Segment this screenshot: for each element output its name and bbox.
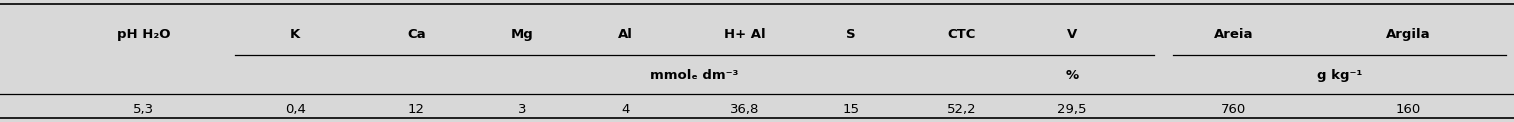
Text: pH H₂O: pH H₂O [117, 28, 171, 41]
Text: 5,3: 5,3 [133, 103, 154, 116]
Text: 760: 760 [1222, 103, 1246, 116]
Text: H+ Al: H+ Al [724, 28, 766, 41]
Text: V: V [1067, 28, 1076, 41]
Text: 160: 160 [1396, 103, 1420, 116]
Text: S: S [846, 28, 855, 41]
Text: Ca: Ca [407, 28, 425, 41]
Text: g kg⁻¹: g kg⁻¹ [1317, 69, 1363, 82]
Text: Al: Al [618, 28, 633, 41]
Text: 12: 12 [407, 103, 425, 116]
Text: 0,4: 0,4 [285, 103, 306, 116]
Text: 3: 3 [518, 103, 527, 116]
Text: Mg: Mg [510, 28, 534, 41]
Text: 36,8: 36,8 [730, 103, 760, 116]
Text: CTC: CTC [948, 28, 975, 41]
Text: mmolₑ dm⁻³: mmolₑ dm⁻³ [650, 69, 739, 82]
Text: K: K [291, 28, 300, 41]
Text: %: % [1066, 69, 1078, 82]
Text: 15: 15 [842, 103, 860, 116]
Text: 4: 4 [621, 103, 630, 116]
Text: Argila: Argila [1385, 28, 1431, 41]
Text: 52,2: 52,2 [946, 103, 977, 116]
Text: Areia: Areia [1214, 28, 1254, 41]
Text: 29,5: 29,5 [1057, 103, 1087, 116]
